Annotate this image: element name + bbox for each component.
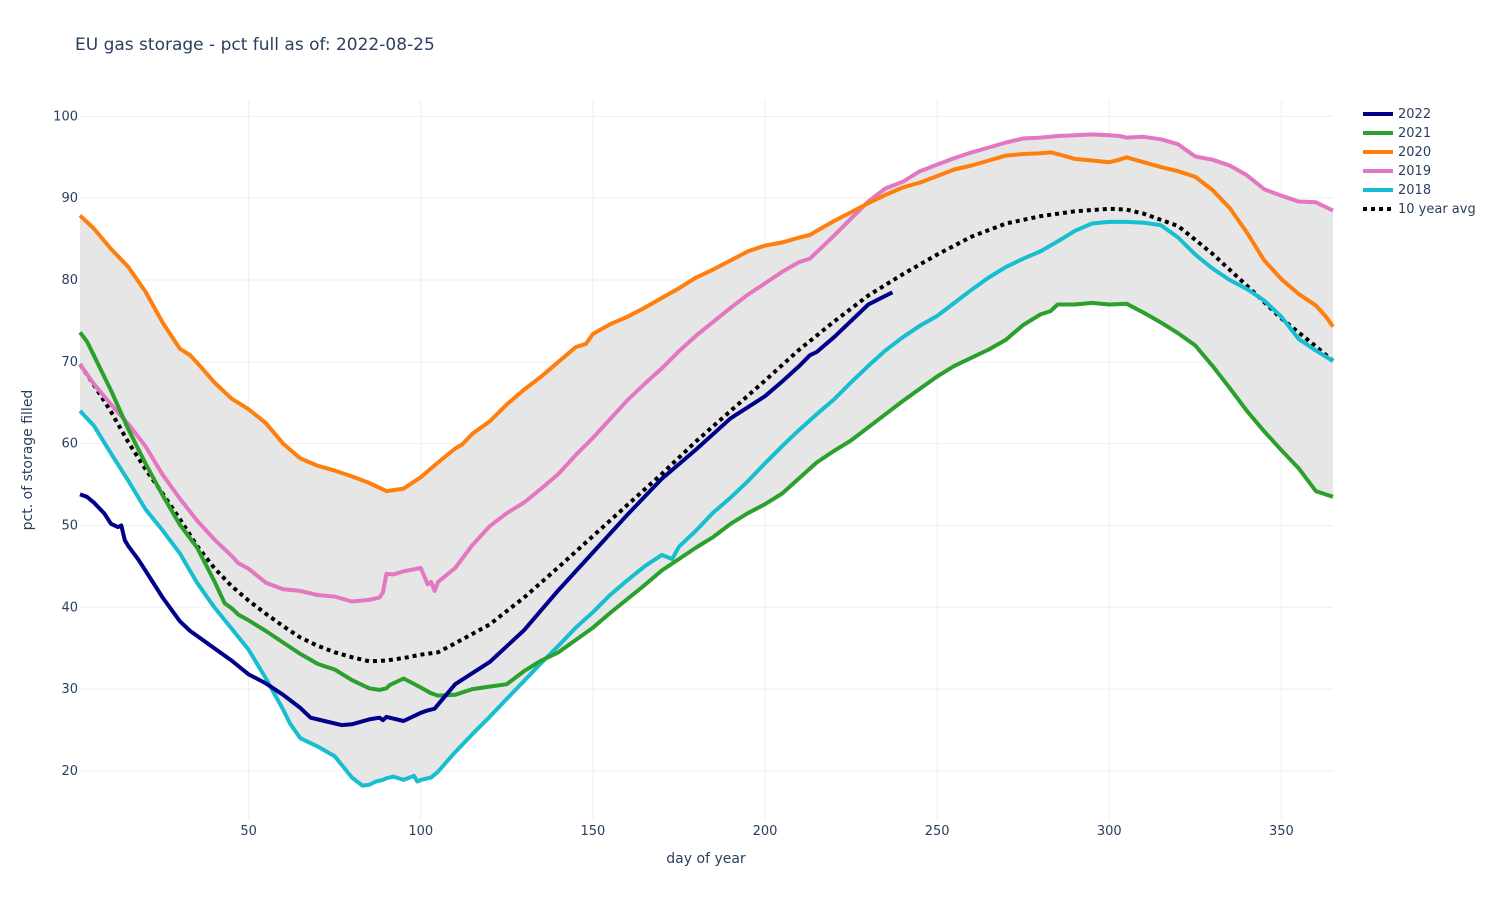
y-axis-ticks: 20 30 40 50 60 70 80 90 100 <box>53 109 78 779</box>
legend-label: 2020 <box>1398 145 1431 160</box>
x-tick-label: 50 <box>240 824 257 839</box>
legend-item-2018[interactable]: 2018 <box>1363 183 1431 198</box>
min-max-band <box>80 134 1333 786</box>
x-tick-label: 300 <box>1097 824 1122 839</box>
legend-item-10-year-avg[interactable]: 10 year avg <box>1363 202 1476 217</box>
series-line-2018 <box>78 219 1335 788</box>
legend-label: 10 year avg <box>1398 202 1476 217</box>
series-lines <box>78 132 1335 788</box>
y-tick-label: 70 <box>61 355 78 370</box>
x-tick-label: 200 <box>753 824 778 839</box>
legend-item-2021[interactable]: 2021 <box>1363 126 1431 141</box>
legend-item-2020[interactable]: 2020 <box>1363 145 1431 160</box>
legend-label: 2022 <box>1398 107 1431 122</box>
legend-label: 2019 <box>1398 164 1431 179</box>
series-line-2019 <box>78 132 1334 604</box>
legend-label: 2018 <box>1398 183 1431 198</box>
series-line-10-year-avg <box>78 206 1335 664</box>
y-tick-label: 30 <box>61 682 78 697</box>
x-tick-label: 350 <box>1269 824 1294 839</box>
y-tick-label: 40 <box>61 600 78 615</box>
series-line-2022 <box>79 290 894 728</box>
x-axis-title: day of year <box>666 851 746 867</box>
x-tick-label: 250 <box>925 824 950 839</box>
legend-item-2019[interactable]: 2019 <box>1363 164 1431 179</box>
y-tick-label: 20 <box>61 764 78 779</box>
x-tick-label: 100 <box>408 824 433 839</box>
y-tick-label: 80 <box>61 273 78 288</box>
series-line-2021 <box>78 300 1334 698</box>
y-tick-label: 50 <box>61 518 78 533</box>
y-axis-title: pct. of storage filled <box>20 390 36 531</box>
x-axis-ticks: 50 100 150 200 250 300 350 <box>240 824 1293 839</box>
chart-title: EU gas storage - pct full as of: 2022-08… <box>75 35 435 55</box>
series-line-2020 <box>78 150 1335 494</box>
legend-item-2022[interactable]: 2022 <box>1363 107 1431 122</box>
y-tick-label: 90 <box>61 191 78 206</box>
x-tick-label: 150 <box>580 824 605 839</box>
range-band <box>80 134 1333 786</box>
y-tick-label: 100 <box>53 109 78 124</box>
legend[interactable]: 2022 2021 2020 2019 2018 10 year avg <box>1363 107 1476 217</box>
legend-label: 2021 <box>1398 126 1431 141</box>
y-tick-label: 60 <box>61 437 78 452</box>
